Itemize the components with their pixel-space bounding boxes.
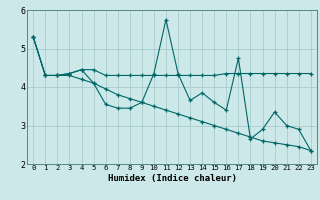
X-axis label: Humidex (Indice chaleur): Humidex (Indice chaleur): [108, 174, 236, 183]
